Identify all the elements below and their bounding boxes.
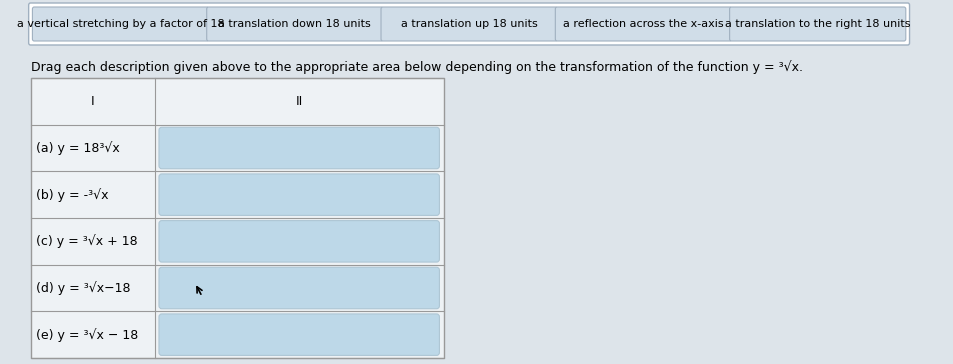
FancyBboxPatch shape [555,7,731,41]
Text: Drag each description given above to the appropriate area below depending on the: Drag each description given above to the… [30,60,801,74]
Text: I: I [91,95,94,108]
Text: a reflection across the x-axis: a reflection across the x-axis [562,19,723,29]
FancyBboxPatch shape [159,127,439,169]
FancyBboxPatch shape [29,3,908,45]
FancyBboxPatch shape [159,314,439,355]
FancyBboxPatch shape [729,7,904,41]
FancyBboxPatch shape [159,267,439,309]
Text: (c) y = ³√x + 18: (c) y = ³√x + 18 [36,234,137,248]
FancyBboxPatch shape [380,7,557,41]
Text: a vertical stretching by a factor of 18: a vertical stretching by a factor of 18 [16,19,224,29]
Text: II: II [295,95,302,108]
Text: (e) y = ³√x − 18: (e) y = ³√x − 18 [36,328,138,341]
FancyBboxPatch shape [207,7,382,41]
Text: a translation down 18 units: a translation down 18 units [218,19,371,29]
Text: (a) y = 18³√x: (a) y = 18³√x [36,141,120,155]
FancyBboxPatch shape [159,174,439,215]
Text: (b) y = -³√x: (b) y = -³√x [36,188,109,202]
FancyBboxPatch shape [159,221,439,262]
Text: a translation to the right 18 units: a translation to the right 18 units [724,19,909,29]
Text: a translation up 18 units: a translation up 18 units [400,19,537,29]
FancyBboxPatch shape [32,7,209,41]
Bar [30,78,443,358]
Text: (d) y = ³√x−18: (d) y = ³√x−18 [36,281,131,295]
